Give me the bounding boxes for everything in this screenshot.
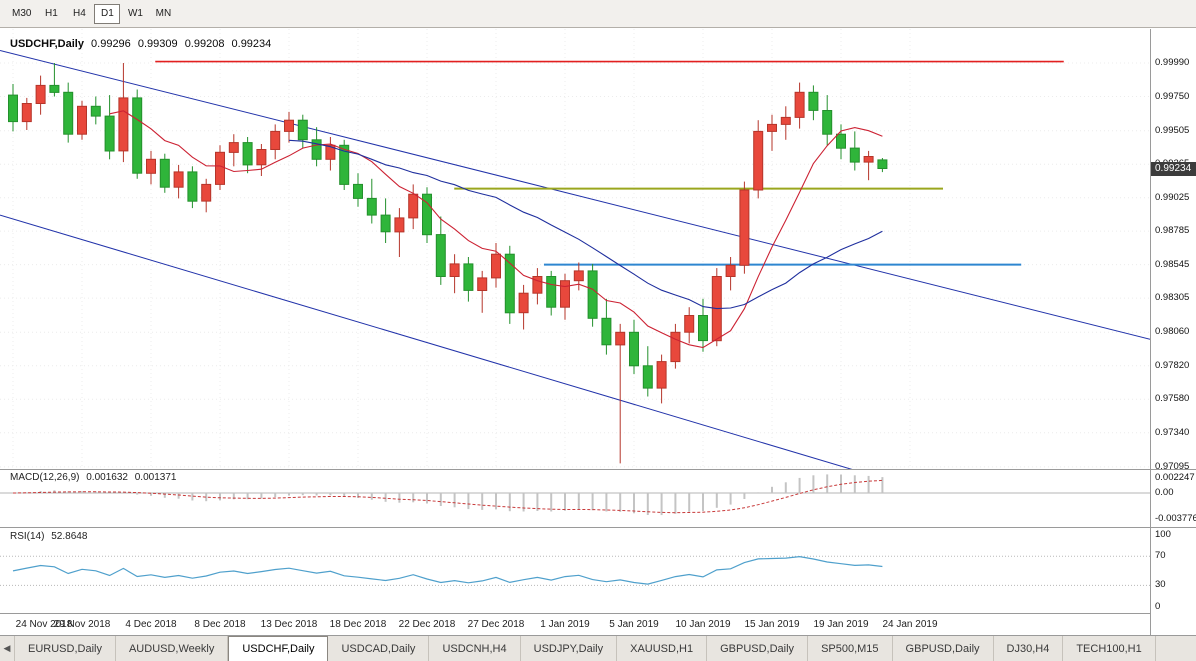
date-label: 19 Jan 2019 xyxy=(813,619,869,630)
macd-scale-label: -0.003776 xyxy=(1155,512,1196,524)
date-label: 1 Jan 2019 xyxy=(540,619,590,630)
chart-tab-gbpusd-daily[interactable]: GBPUSD,Daily xyxy=(707,636,809,661)
macd-scale-label: 0.00 xyxy=(1155,487,1174,498)
ohlc-open: 0.99296 xyxy=(91,38,131,50)
date-label: 24 Jan 2019 xyxy=(882,619,938,630)
timeframe-button-mn[interactable]: MN xyxy=(155,8,172,19)
timeframe-button-h1[interactable]: H1 xyxy=(45,8,58,19)
date-label: 15 Jan 2019 xyxy=(744,619,800,630)
date-label: 24 Nov 2018 xyxy=(15,619,73,630)
date-label: 27 Dec 2018 xyxy=(467,619,525,630)
timeframe-button-h4[interactable]: H4 xyxy=(73,8,86,19)
macd-name: MACD(12,26,9) xyxy=(10,472,80,483)
date-label: 4 Dec 2018 xyxy=(125,619,177,630)
price-scale-label: 0.97095 xyxy=(1155,460,1190,472)
price-scale-label: 0.97580 xyxy=(1155,393,1190,405)
date-label: 5 Jan 2019 xyxy=(609,619,659,630)
macd-scale-label: 0.002247 xyxy=(1155,471,1195,483)
chart-tab-usdjpy-daily[interactable]: USDJPY,Daily xyxy=(521,636,618,661)
price-scale-label: 0.99750 xyxy=(1155,90,1190,102)
rsi-scale-label: 70 xyxy=(1155,550,1166,562)
current-price-badge: 0.99234 xyxy=(1151,161,1196,176)
chart-symbol-label: USDCHF,Daily xyxy=(10,38,84,50)
price-scale-label: 0.99505 xyxy=(1155,124,1190,136)
timeframe-button-w1[interactable]: W1 xyxy=(127,8,143,19)
price-scale-label: 0.98305 xyxy=(1155,292,1190,304)
pane-separator[interactable] xyxy=(0,469,1196,470)
price-scale-label: 0.97820 xyxy=(1155,359,1190,371)
tab-scroll-left-icon[interactable]: ◀ xyxy=(0,636,15,661)
price-scale-label: 0.98060 xyxy=(1155,326,1190,338)
price-scale-label: 0.99990 xyxy=(1155,57,1190,68)
rsi-value: 52.8648 xyxy=(51,531,88,542)
price-scale-label: 0.98545 xyxy=(1155,258,1190,270)
macd-value-signal: 0.001371 xyxy=(134,472,177,483)
rsi-indicator-canvas[interactable] xyxy=(0,528,1150,613)
chart-tab-sp500-m15[interactable]: SP500,M15 xyxy=(808,636,893,661)
price-axis[interactable]: 0.99234 0.999900.997500.995050.992650.99… xyxy=(1150,29,1196,635)
macd-header: MACD(12,26,9) 0.001632 0.001371 xyxy=(10,472,180,483)
date-label: 13 Dec 2018 xyxy=(260,619,318,630)
time-axis[interactable]: 24 Nov 2018 29 Nov 2018 4 Dec 2018 8 Dec 20… xyxy=(0,613,1150,635)
price-scale-label: 0.97340 xyxy=(1155,426,1190,438)
chart-tab-bar: ◀ EURUSD,Daily AUDUSD,Weekly USDCHF,Daily US… xyxy=(0,635,1196,661)
chart-tab-dj30-h4[interactable]: DJ30,H4 xyxy=(994,636,1064,661)
chart-tab-usdcnh-h4[interactable]: USDCNH,H4 xyxy=(429,636,521,661)
date-label: 8 Dec 2018 xyxy=(194,619,246,630)
chart-tab-audusd-weekly[interactable]: AUDUSD,Weekly xyxy=(116,636,229,661)
date-label: 10 Jan 2019 xyxy=(675,619,731,630)
macd-value-main: 0.001632 xyxy=(86,472,128,483)
chart-ohlc-header: USDCHF,Daily 0.99296 0.99309 0.99208 0.9… xyxy=(10,38,275,50)
ohlc-high: 0.99309 xyxy=(137,38,178,50)
price-scale-label: 0.98785 xyxy=(1155,225,1190,237)
date-label: 29 Nov 2018 xyxy=(53,619,111,630)
ohlc-close: 0.99234 xyxy=(231,38,272,50)
macd-indicator-canvas[interactable] xyxy=(0,470,1150,527)
ohlc-low: 0.99208 xyxy=(184,38,225,50)
rsi-name: RSI(14) xyxy=(10,531,45,542)
chart-tab-usdchf-daily[interactable]: USDCHF,Daily xyxy=(228,636,329,661)
rsi-scale-label: 0 xyxy=(1155,601,1161,613)
rsi-header: RSI(14) 52.8648 xyxy=(10,531,91,542)
date-label: 18 Dec 2018 xyxy=(329,619,387,630)
price-chart-canvas[interactable] xyxy=(0,29,1150,469)
timeframe-button-d1[interactable]: D1 xyxy=(94,3,121,24)
pane-separator[interactable] xyxy=(0,527,1196,528)
rsi-scale-label: 100 xyxy=(1155,528,1171,540)
timeframe-button-m30[interactable]: M30 xyxy=(12,8,32,19)
rsi-scale-label: 30 xyxy=(1155,579,1166,591)
timeframe-toolbar: M30 H1 H4 D1 W1 MN xyxy=(0,0,1196,28)
chart-tab-eurusd-daily[interactable]: EURUSD,Daily xyxy=(15,636,116,661)
chart-tab-gbpusd-daily[interactable]: GBPUSD,Daily xyxy=(893,636,994,661)
chart-tab-xauusd-h1[interactable]: XAUUSD,H1 xyxy=(617,636,708,661)
date-label: 22 Dec 2018 xyxy=(398,619,456,630)
chart-tab-usdcad-daily[interactable]: USDCAD,Daily xyxy=(328,636,430,661)
price-scale-label: 0.99025 xyxy=(1155,191,1190,203)
chart-tab-tech100-h1[interactable]: TECH100,H1 xyxy=(1063,636,1156,661)
